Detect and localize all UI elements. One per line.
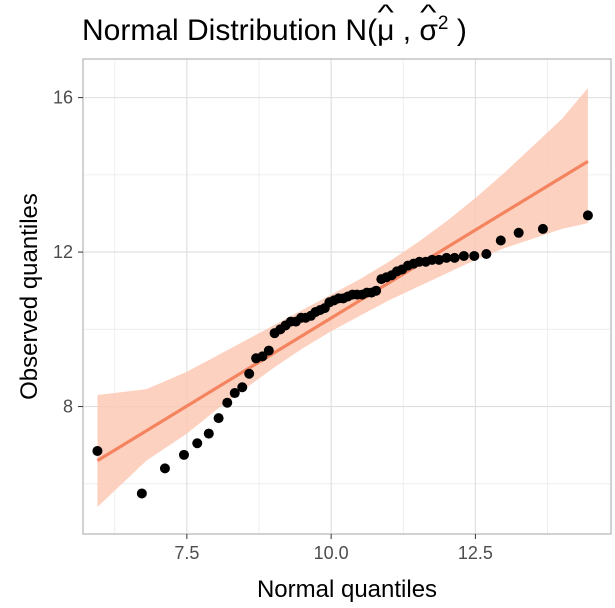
data-point <box>441 252 452 263</box>
x-tick-label: 10.0 <box>314 543 349 563</box>
data-point <box>371 285 382 296</box>
data-point <box>213 413 224 424</box>
title-suffix: ) <box>448 14 467 47</box>
data-point <box>136 488 147 499</box>
x-tick-label: 7.5 <box>174 543 199 563</box>
data-point <box>537 223 548 234</box>
title-superscript: 2 <box>437 13 449 34</box>
data-point <box>192 438 203 449</box>
data-point <box>513 227 524 238</box>
data-point <box>237 382 248 393</box>
data-point <box>222 397 233 408</box>
data-point <box>159 463 170 474</box>
x-axis-title: Normal quantiles <box>257 576 437 603</box>
data-point <box>582 210 593 221</box>
data-point <box>469 250 480 261</box>
x-axis-ticks: 7.5 10.0 12.5 <box>174 534 493 563</box>
x-tick-label: 12.5 <box>458 543 493 563</box>
data-point <box>244 368 255 379</box>
title-separator: , <box>394 14 420 47</box>
y-axis-title: Observed quantiles <box>16 193 43 400</box>
data-point <box>257 351 268 362</box>
grid-minor <box>83 59 611 534</box>
y-axis-ticks: 8 12 16 <box>53 88 83 417</box>
data-point <box>263 345 274 356</box>
data-point <box>458 250 469 261</box>
y-tick-label: 8 <box>63 397 73 417</box>
panel-border <box>82 58 612 535</box>
data-points <box>92 210 593 499</box>
data-point <box>434 254 445 265</box>
data-point <box>495 235 506 246</box>
title-mu-hat: μ <box>377 11 394 51</box>
y-tick-label: 16 <box>53 88 73 108</box>
data-point <box>229 388 240 399</box>
data-point <box>481 249 492 260</box>
title-prefix: Normal Distribution N( <box>82 14 378 47</box>
y-tick-label: 12 <box>53 242 73 262</box>
chart-title: Normal Distribution N(μ , σ2 ) <box>82 4 467 51</box>
data-point <box>178 449 189 460</box>
fit-line <box>96 159 589 462</box>
fit-line-segment <box>96 159 589 462</box>
data-point <box>203 428 214 439</box>
title-sigma-hat: σ <box>419 11 438 51</box>
data-point <box>427 254 438 265</box>
data-point <box>92 445 103 456</box>
data-point <box>449 252 460 263</box>
